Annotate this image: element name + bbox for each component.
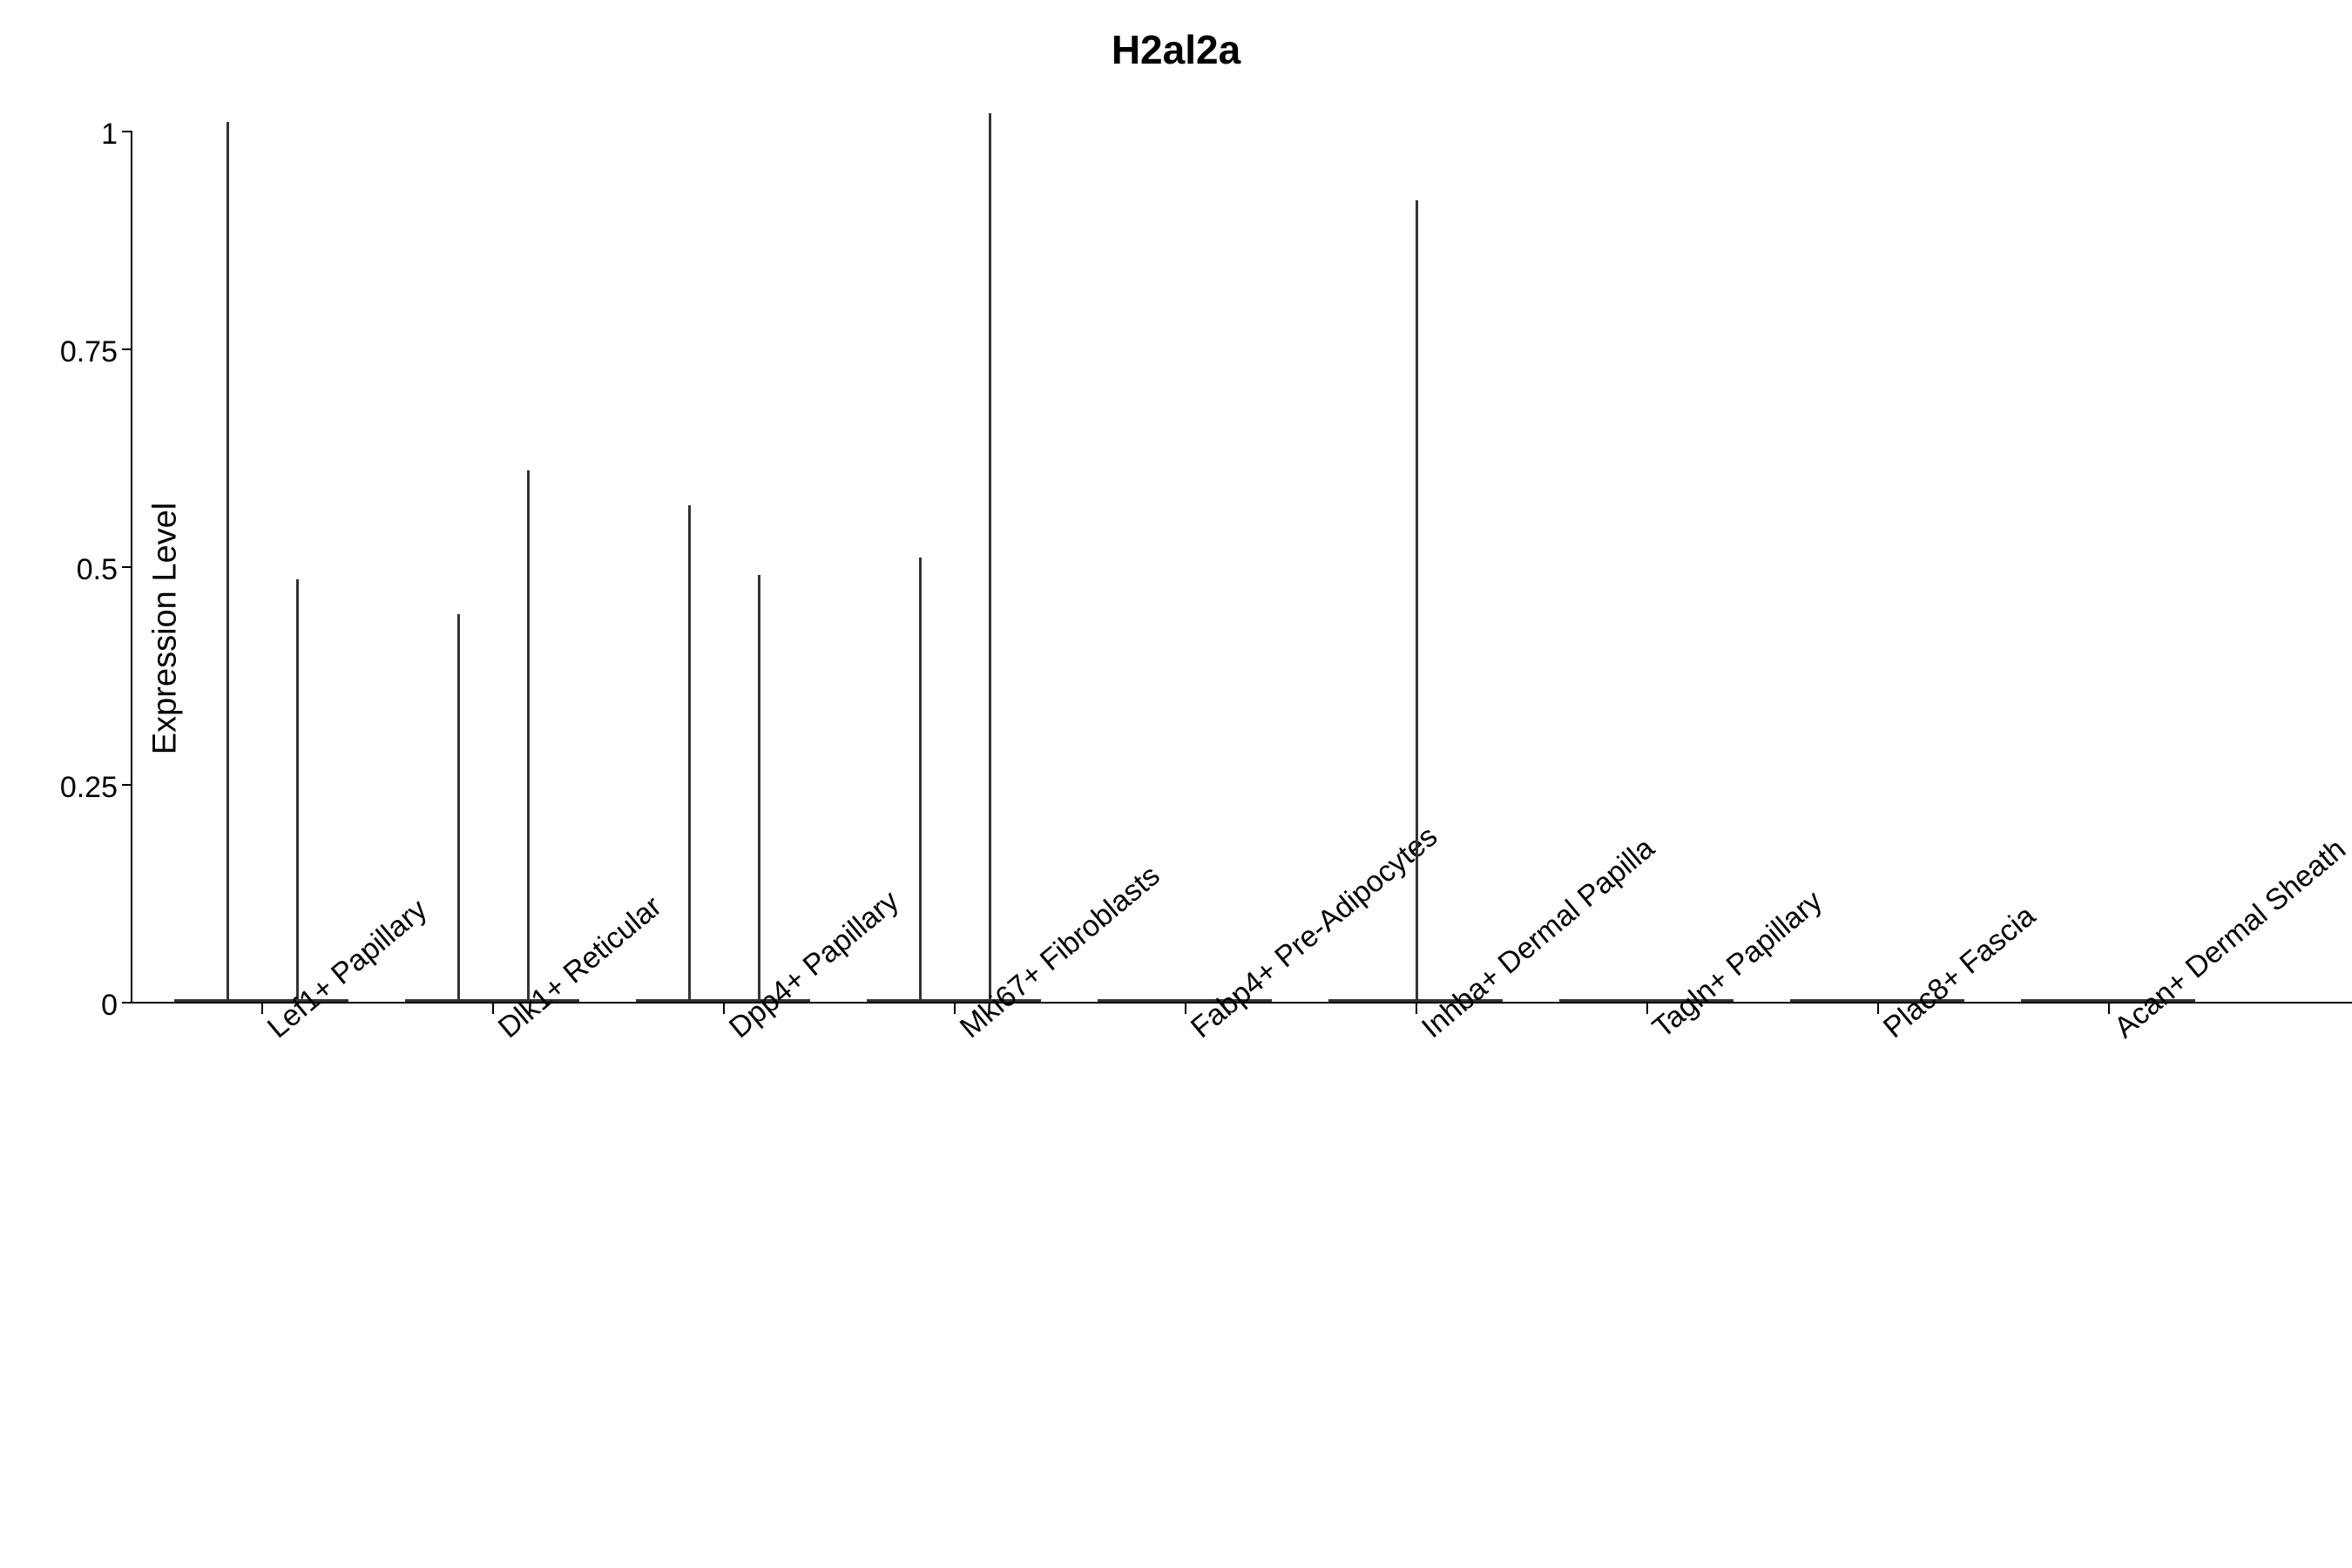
xtick-mark-5 [1416, 1002, 1417, 1014]
ytick-mark-2 [122, 566, 131, 568]
ytick-2: 0.5 [52, 553, 118, 587]
plot-area: Expression Level 0 0.25 0.5 0.75 1 Lef1+… [131, 131, 2352, 1002]
xtick-mark-8 [2108, 1002, 2110, 1014]
xtick-mark-6 [1646, 1002, 1648, 1014]
xtick-mark-2 [723, 1002, 725, 1014]
category-group-8: Acan+ Dermal Sheath [1995, 131, 2226, 1002]
ytick-0: 0 [52, 989, 118, 1023]
chart-title: H2al2a [0, 26, 2352, 73]
spike-2-0 [688, 505, 691, 1002]
category-group-2: Dpp4+ Papillary [610, 131, 841, 1002]
ytick-mark-3 [122, 348, 131, 350]
xtick-mark-1 [492, 1002, 494, 1014]
ytick-4: 1 [52, 118, 118, 152]
xtick-mark-7 [1877, 1002, 1879, 1014]
ytick-3: 0.75 [52, 335, 118, 369]
spike-2-1 [758, 575, 760, 1002]
xtick-label-8[interactable]: Acan+ Dermal Sheath [2108, 833, 2352, 1045]
category-group-1: Dlk1+ Reticular [379, 131, 610, 1002]
xtick-mark-0 [261, 1002, 263, 1014]
category-group-3: Mki67+ Fibroblasts [841, 131, 1071, 1002]
spike-5-0 [1416, 200, 1418, 1002]
category-group-6: Tagln+ Papillary [1533, 131, 1764, 1002]
ytick-1: 0.25 [52, 771, 118, 805]
xtick-mark-4 [1185, 1002, 1186, 1014]
ytick-mark-1 [122, 784, 131, 786]
spike-0-1 [296, 579, 299, 1002]
spike-3-1 [989, 113, 991, 1002]
ytick-mark-4 [122, 131, 131, 132]
category-group-5: Inhba+ Dermal Papilla [1302, 131, 1533, 1002]
xtick-mark-3 [954, 1002, 956, 1014]
category-group-4: Fabp4+ Pre-Adipocytes [1071, 131, 1302, 1002]
ytick-mark-0 [122, 1002, 131, 1004]
spike-3-0 [919, 558, 922, 1002]
spike-1-1 [527, 470, 530, 1002]
spike-1-0 [457, 614, 460, 1002]
spike-0-0 [226, 122, 229, 1002]
category-group-0: Lef1+ Papillary [148, 131, 379, 1002]
y-axis-line [131, 131, 132, 1002]
category-group-7: Plac8+ Fascia [1764, 131, 1995, 1002]
